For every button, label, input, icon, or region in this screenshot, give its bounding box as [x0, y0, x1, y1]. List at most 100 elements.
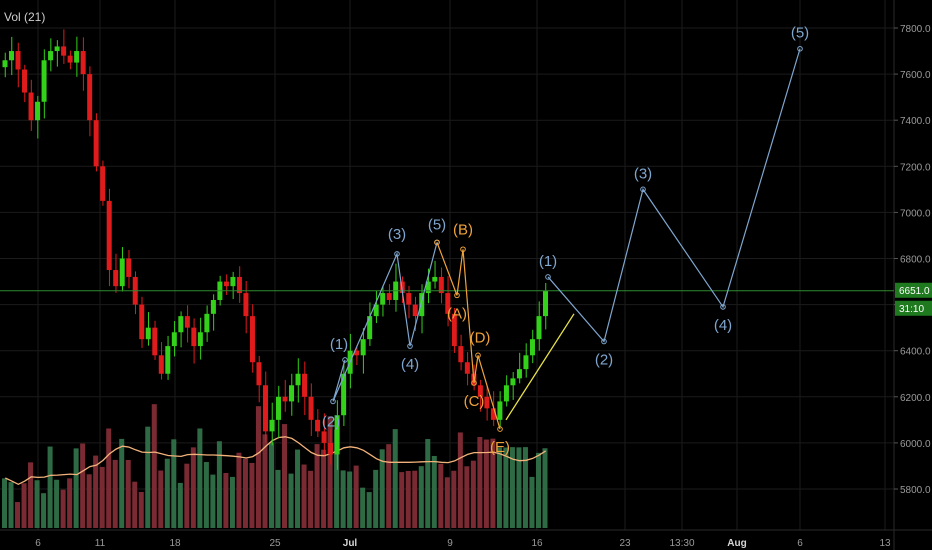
volume-bar	[28, 462, 34, 528]
candle-body	[354, 350, 360, 356]
y-tick-label: 7400.0	[900, 116, 931, 127]
candle-body	[145, 327, 151, 340]
wave-point[interactable]	[330, 398, 336, 405]
candle-body	[35, 101, 41, 121]
candle-body	[432, 276, 438, 282]
volume-bar	[379, 449, 385, 528]
wave-point[interactable]	[454, 292, 460, 299]
wave-point[interactable]	[545, 274, 551, 280]
candle-body	[516, 369, 522, 379]
candle-body	[451, 313, 457, 347]
volume-bar	[503, 447, 509, 528]
volume-bar	[73, 448, 79, 528]
volume-bar	[444, 477, 450, 528]
volume-bar	[151, 404, 157, 528]
y-tick-label: 7200.0	[900, 162, 931, 173]
wave-blue_projection[interactable]: (1) (2) (3) (4) (5)	[539, 25, 809, 369]
candle-body	[54, 46, 60, 52]
candle-body	[165, 346, 171, 374]
candle-body	[243, 293, 249, 317]
y-tick-label: 7000.0	[900, 208, 931, 219]
volume-bar	[80, 443, 86, 528]
volume-bar	[119, 438, 125, 528]
candle-body	[171, 332, 177, 347]
volume-bar	[399, 472, 405, 528]
wave-point[interactable]	[342, 357, 348, 363]
volume-bar	[529, 476, 535, 528]
volume-bar	[262, 434, 268, 528]
y-tick-label: 6200.0	[900, 393, 931, 404]
volume-bar	[366, 492, 372, 528]
candle-body	[269, 419, 275, 432]
volume-bar	[190, 447, 196, 528]
volume-bar	[242, 458, 248, 528]
volume-bar	[327, 416, 333, 528]
candle-body	[529, 339, 535, 356]
wave-label: (4)	[401, 356, 419, 373]
volume-bar	[8, 482, 14, 528]
volume-bar	[360, 487, 366, 528]
x-tick-label: 16	[531, 538, 543, 549]
y-tick-label: 5800.0	[900, 485, 931, 496]
wave-point[interactable]	[475, 352, 481, 359]
candle-body	[282, 396, 288, 402]
wave-point[interactable]	[601, 338, 607, 345]
candle-body	[184, 316, 190, 328]
wave-blue_primary[interactable]: (1) (2) (3) (4) (5)	[322, 216, 446, 430]
volume-bar	[282, 424, 288, 528]
candle-body	[249, 316, 255, 363]
current-price-tag: 6651.0 31:10	[895, 282, 932, 316]
volume-bar	[451, 470, 457, 528]
volume-bar	[418, 466, 424, 528]
candle-body	[484, 396, 490, 409]
candle-body	[295, 373, 301, 386]
candle-body	[48, 51, 54, 61]
candle-body	[9, 51, 15, 61]
wave-label: (D)	[470, 329, 491, 346]
candle-body	[438, 276, 444, 294]
wave-point[interactable]	[471, 380, 477, 386]
volume-bar	[509, 447, 515, 528]
volume-bar	[535, 452, 541, 528]
wave-label: (1)	[539, 253, 557, 270]
volume-bar	[470, 460, 476, 528]
candle-body	[210, 299, 216, 314]
wave-label: (4)	[714, 317, 732, 334]
y-tick-label: 6400.0	[900, 347, 931, 358]
wave-point[interactable]	[460, 246, 466, 253]
candle-body	[536, 316, 542, 340]
candle-body	[328, 442, 334, 455]
candle-body	[204, 313, 210, 333]
y-tick-label: 7600.0	[900, 70, 931, 81]
candle-body	[113, 270, 119, 287]
wave-point[interactable]	[394, 251, 400, 257]
candle-body	[464, 362, 470, 374]
wave-point[interactable]	[640, 186, 646, 193]
volume-bar	[353, 465, 359, 528]
trend-line[interactable]	[505, 313, 575, 421]
wave-point[interactable]	[797, 45, 803, 52]
time-axis[interactable]: 6 11 18 25 Jul 9 16 23 13:30 Aug 6 13	[35, 538, 891, 549]
wave-orange_correction[interactable]: (A) (B) (C) (D) (E)	[434, 221, 510, 456]
wave-point[interactable]	[497, 426, 503, 432]
volume-bar	[99, 466, 105, 528]
candle-body	[152, 327, 158, 356]
x-tick-label: 23	[619, 538, 631, 549]
candle-body	[256, 362, 262, 386]
wave-label: (2)	[595, 351, 613, 368]
candle-body	[178, 316, 184, 333]
x-tick-label: 18	[169, 538, 181, 549]
wave-point[interactable]	[720, 304, 726, 310]
volume-bar	[86, 474, 92, 528]
wave-label: (C)	[464, 393, 485, 410]
volume-bar	[340, 470, 346, 528]
wave-point[interactable]	[407, 343, 413, 349]
candle-body	[15, 51, 21, 70]
volume-bar	[112, 459, 118, 528]
volume-bar	[158, 470, 164, 528]
volume-bar	[216, 441, 222, 528]
wave-point[interactable]	[434, 239, 440, 246]
x-tick-label: 11	[95, 538, 106, 549]
volume-bar	[15, 502, 21, 528]
